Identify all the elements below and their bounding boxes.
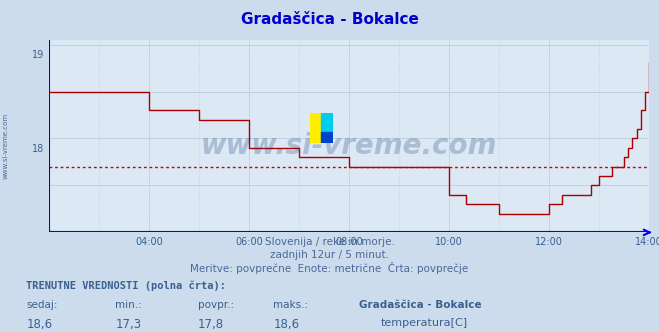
Text: 17,3: 17,3 — [115, 318, 142, 331]
Text: povpr.:: povpr.: — [198, 300, 234, 310]
Text: Slovenija / reke in morje.: Slovenija / reke in morje. — [264, 237, 395, 247]
Text: sedaj:: sedaj: — [26, 300, 58, 310]
Bar — [322, 132, 333, 143]
Text: Gradaščica - Bokalce: Gradaščica - Bokalce — [359, 300, 482, 310]
Text: maks.:: maks.: — [273, 300, 308, 310]
Text: Gradaščica - Bokalce: Gradaščica - Bokalce — [241, 12, 418, 27]
Text: www.si-vreme.com: www.si-vreme.com — [201, 132, 498, 160]
Text: 17,8: 17,8 — [198, 318, 224, 331]
Bar — [310, 113, 322, 143]
Text: Meritve: povprečne  Enote: metrične  Črta: povprečje: Meritve: povprečne Enote: metrične Črta:… — [190, 262, 469, 274]
Text: 18,6: 18,6 — [26, 318, 53, 331]
Text: min.:: min.: — [115, 300, 142, 310]
Text: zadnjih 12ur / 5 minut.: zadnjih 12ur / 5 minut. — [270, 250, 389, 260]
Text: TRENUTNE VREDNOSTI (polna črta):: TRENUTNE VREDNOSTI (polna črta): — [26, 281, 226, 291]
Text: temperatura[C]: temperatura[C] — [380, 318, 467, 328]
Text: 18,6: 18,6 — [273, 318, 300, 331]
Text: www.si-vreme.com: www.si-vreme.com — [2, 113, 9, 179]
Bar — [322, 113, 333, 132]
